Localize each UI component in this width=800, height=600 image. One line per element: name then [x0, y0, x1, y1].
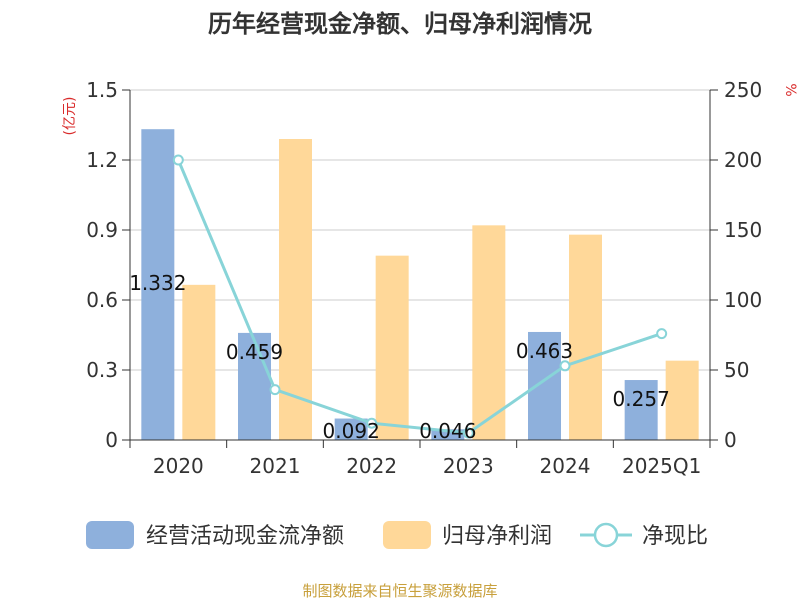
legend-label-cash-flow: 经营活动现金流净额: [146, 524, 344, 549]
data-label: 0.092: [323, 419, 380, 443]
left-tick-label: 0.6: [86, 288, 118, 312]
legend-label-net-profit: 归母净利润: [442, 524, 552, 549]
left-tick-label: 1.5: [86, 78, 118, 102]
bar-net-profit: [279, 139, 312, 440]
source-note: 制图数据来自恒生聚源数据库: [302, 582, 497, 600]
x-tick-label: 2020: [153, 454, 204, 478]
bar-net-profit: [375, 255, 409, 440]
ratio-point: [172, 154, 184, 166]
bars: [141, 129, 699, 440]
gridlines: [130, 89, 710, 371]
right-tick-label: 200: [724, 148, 762, 172]
legend: 经营活动现金流净额 归母净利润 净现比: [86, 521, 708, 549]
data-labels: 1.332 0.459 0.092 0.046 0.463 0.257: [129, 271, 670, 443]
axes: 1.5 1.2 0.9 0.6 0.3 0 250 200 150 100 50 0 2020 2021 2…: [86, 78, 762, 478]
legend-swatch-net-profit: [383, 521, 431, 549]
ratio-line: [172, 154, 668, 439]
data-label: 0.459: [226, 340, 283, 364]
ratio-point: [559, 360, 571, 372]
data-label: 0.046: [419, 419, 476, 443]
right-tick-label: 50: [724, 358, 749, 382]
ratio-point: [656, 328, 668, 340]
legend-swatch-cash-flow: [86, 521, 134, 549]
bar-net-profit: [569, 234, 602, 440]
data-label: 0.463: [516, 339, 573, 363]
ratio-point: [269, 384, 281, 396]
right-axis-unit: %: [782, 83, 798, 96]
ratio-line-path: [176, 159, 663, 435]
legend-label-ratio: 净现比: [642, 524, 708, 549]
left-tick-label: 1.2: [86, 148, 118, 172]
bar-cash-flow: [238, 332, 271, 440]
ratio-point: [366, 417, 378, 429]
ratio-point: [462, 427, 474, 439]
bar-net-profit: [665, 360, 699, 440]
bar-net-profit: [182, 284, 216, 440]
chart-title: 历年经营现金净额、归母净利润情况: [208, 10, 592, 38]
left-tick-label: 0.9: [86, 218, 118, 242]
x-tick-label: 2022: [346, 454, 397, 478]
right-tick-label: 150: [724, 218, 762, 242]
legend-swatch-ratio-marker: [593, 522, 619, 548]
x-tick-label: 2024: [540, 454, 591, 478]
bar-cash-flow: [624, 380, 658, 440]
bar-cash-flow: [141, 129, 175, 440]
right-tick-label: 0: [724, 428, 737, 452]
left-tick-label: 0.3: [86, 358, 118, 382]
bar-cash-flow: [431, 429, 465, 440]
bar-cash-flow: [334, 418, 368, 440]
right-tick-label: 250: [724, 78, 762, 102]
data-label: 1.332: [129, 271, 186, 295]
x-tick-label: 2023: [443, 454, 494, 478]
right-tick-label: 100: [724, 288, 762, 312]
bar-net-profit: [472, 225, 506, 440]
data-label: 0.257: [613, 387, 670, 411]
left-tick-label: 0: [105, 428, 118, 452]
x-tick-label: 2025Q1: [622, 454, 701, 478]
x-tick-label: 2021: [250, 454, 301, 478]
left-axis-unit: (亿元): [62, 97, 78, 136]
